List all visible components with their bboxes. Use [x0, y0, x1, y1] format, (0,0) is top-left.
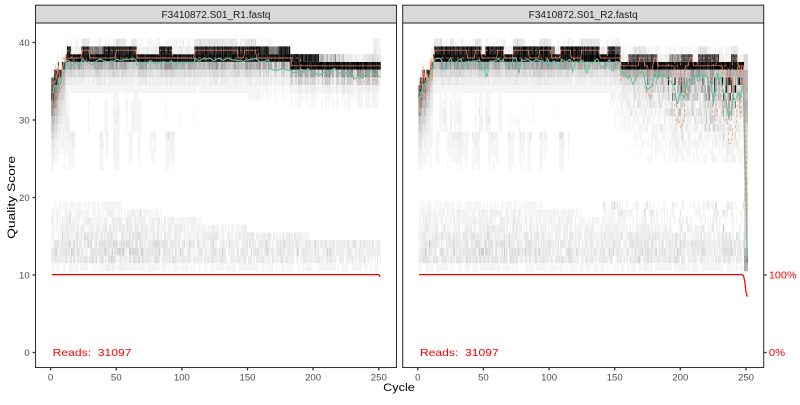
svg-text:150: 150	[607, 373, 623, 384]
svg-text:10: 10	[19, 270, 30, 281]
svg-text:0: 0	[24, 348, 29, 359]
svg-text:50: 50	[478, 373, 489, 384]
svg-text:Cycle: Cycle	[383, 382, 415, 394]
svg-text:Quality Score: Quality Score	[6, 156, 18, 239]
svg-text:40: 40	[19, 38, 30, 49]
svg-text:100: 100	[174, 373, 190, 384]
svg-text:30: 30	[19, 115, 30, 126]
svg-text:0%: 0%	[769, 348, 785, 359]
svg-text:250: 250	[738, 373, 754, 384]
svg-text:50: 50	[111, 373, 122, 384]
svg-text:0: 0	[48, 373, 53, 384]
svg-text:100%: 100%	[769, 271, 797, 282]
svg-text:100: 100	[541, 373, 557, 384]
svg-text:20: 20	[19, 193, 30, 204]
svg-text:0: 0	[415, 373, 420, 384]
svg-text:Reads: 31097: Reads: 31097	[53, 348, 132, 359]
svg-text:Reads: 31097: Reads: 31097	[420, 348, 499, 359]
svg-text:F3410872.S01_R1.fastq: F3410872.S01_R1.fastq	[162, 10, 271, 21]
svg-text:150: 150	[239, 373, 255, 384]
svg-text:200: 200	[672, 373, 688, 384]
svg-text:200: 200	[305, 373, 321, 384]
svg-text:F3410872.S01_R2.fastq: F3410872.S01_R2.fastq	[529, 10, 638, 21]
svg-text:250: 250	[371, 373, 387, 384]
